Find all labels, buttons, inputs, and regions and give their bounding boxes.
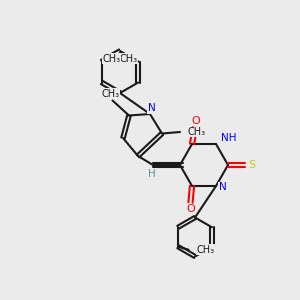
Text: N: N bbox=[219, 182, 227, 193]
Text: O: O bbox=[186, 203, 195, 214]
Text: CH₃: CH₃ bbox=[101, 89, 119, 99]
Text: CH₃: CH₃ bbox=[102, 53, 120, 64]
Text: S: S bbox=[248, 160, 256, 170]
Text: H: H bbox=[148, 169, 155, 179]
Text: CH₃: CH₃ bbox=[120, 53, 138, 64]
Text: O: O bbox=[191, 116, 200, 127]
Text: NH: NH bbox=[220, 133, 236, 143]
Text: CH₃: CH₃ bbox=[196, 245, 214, 255]
Text: N: N bbox=[148, 103, 155, 113]
Text: CH₃: CH₃ bbox=[188, 127, 206, 137]
